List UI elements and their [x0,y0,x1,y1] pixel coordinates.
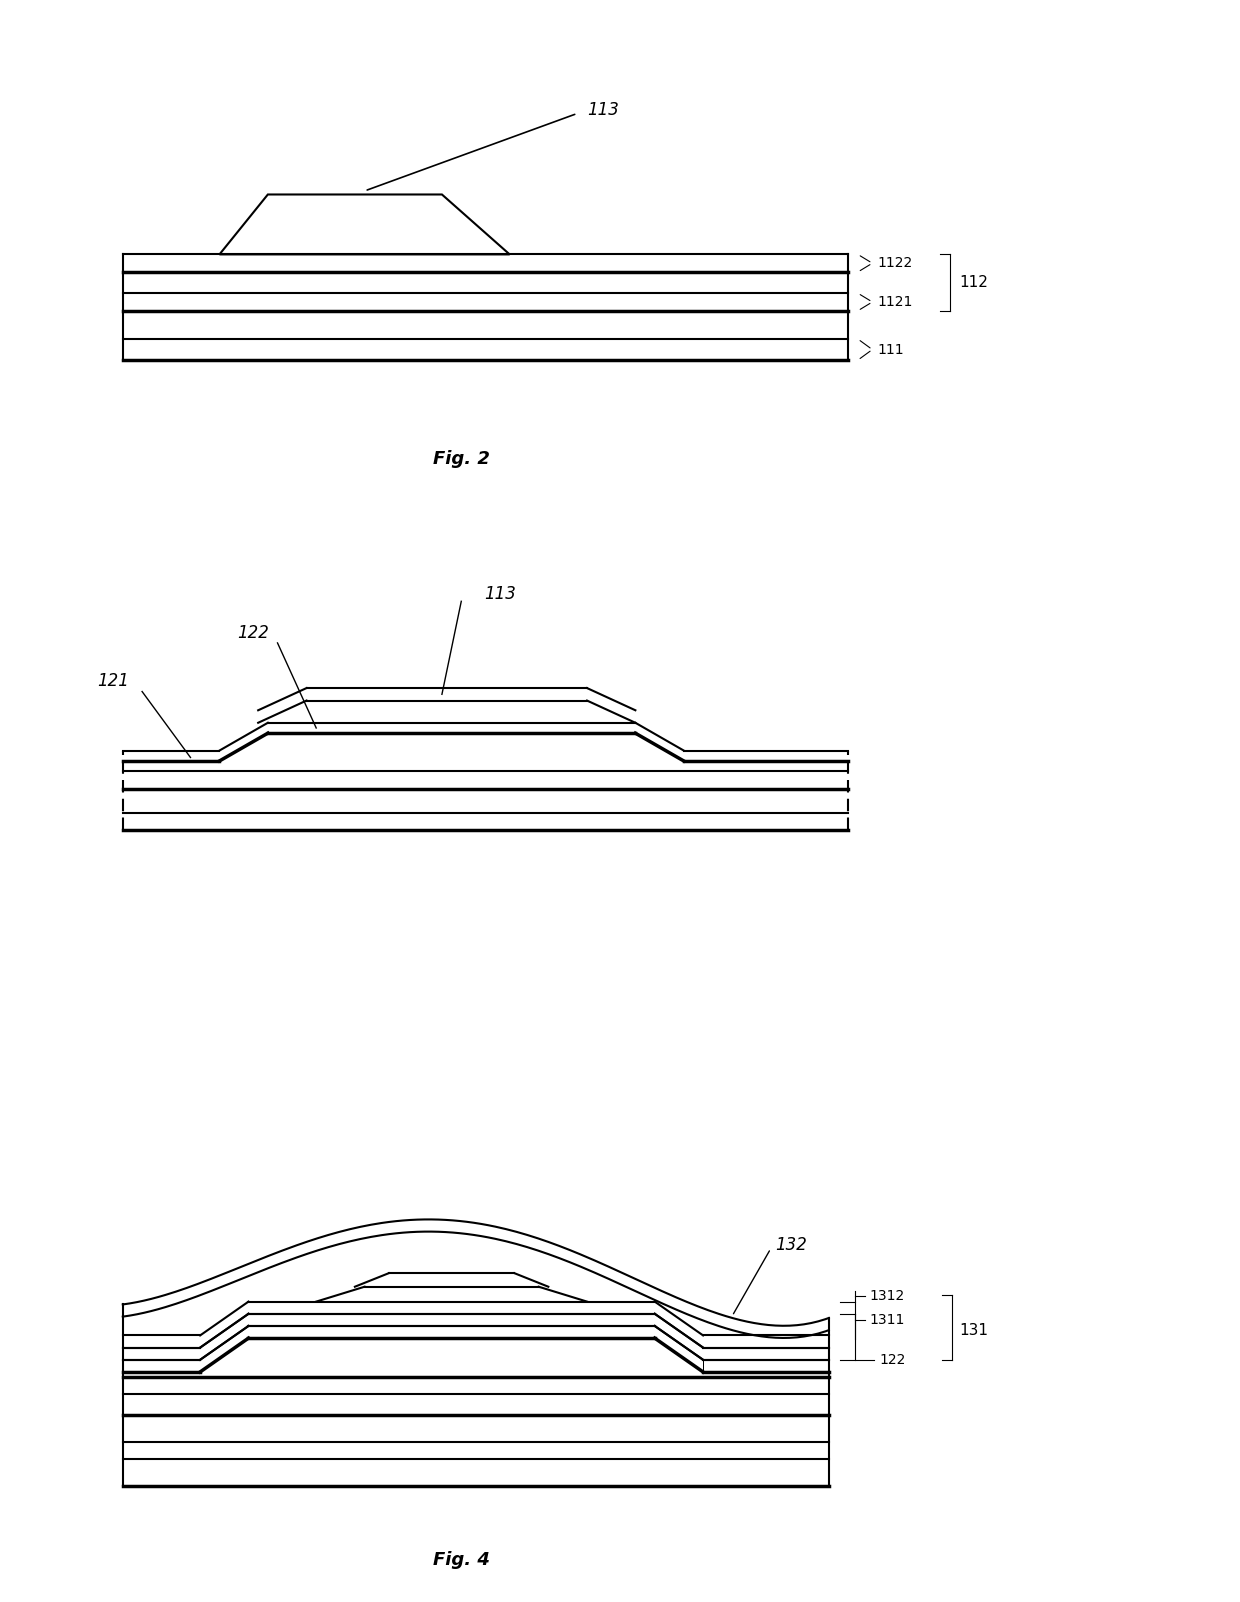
Text: 132: 132 [776,1237,807,1254]
Polygon shape [123,1415,828,1442]
Text: 122: 122 [237,623,269,641]
Text: 1311: 1311 [869,1314,905,1326]
Text: 1312: 1312 [869,1288,905,1302]
Text: Fig. 2: Fig. 2 [433,450,490,468]
Text: 1122: 1122 [877,256,913,271]
Text: 113: 113 [484,585,516,604]
Text: 131: 131 [960,1323,988,1338]
Polygon shape [123,1360,200,1371]
Text: 111: 111 [877,343,904,357]
Text: Fig. 4: Fig. 4 [433,1551,490,1568]
Text: 1121: 1121 [877,295,913,309]
Text: 122: 122 [879,1352,905,1367]
Text: 113: 113 [587,101,619,119]
Text: 112: 112 [960,276,988,290]
Polygon shape [703,1360,828,1371]
Text: 121: 121 [97,673,129,690]
Polygon shape [123,1458,828,1485]
